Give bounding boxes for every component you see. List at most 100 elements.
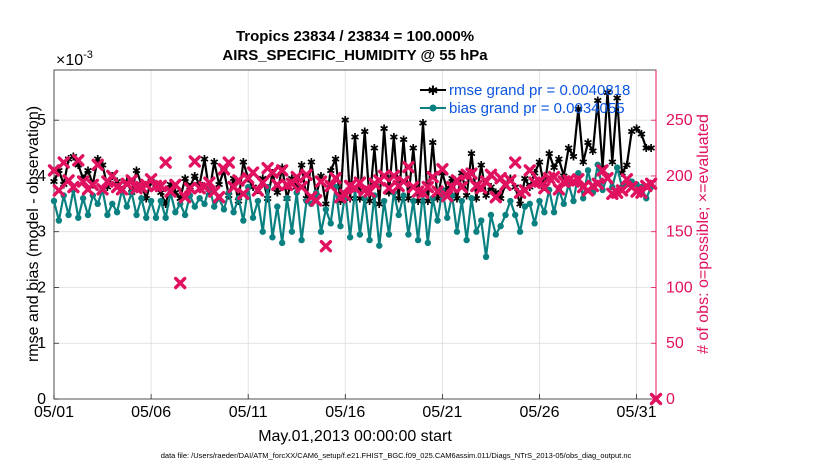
data-point: ✱ xyxy=(370,142,379,155)
x-axis: 05/01 05/06 05/11 05/16 05/21 05/26 05/31 xyxy=(34,394,657,421)
data-point xyxy=(113,208,121,216)
data-point: ✱ xyxy=(438,167,447,180)
data-point xyxy=(329,171,342,185)
y-exponent-base: ×10 xyxy=(56,52,83,69)
data-point xyxy=(387,169,401,183)
data-point: ✱ xyxy=(210,156,219,169)
data-point: ✱ xyxy=(132,164,141,177)
data-point: ✱ xyxy=(574,103,583,116)
data-point: ✱ xyxy=(341,114,350,127)
data-point xyxy=(473,228,480,235)
data-point xyxy=(436,163,449,176)
data-point xyxy=(526,200,533,208)
data-point xyxy=(455,180,469,194)
data-point: ✱ xyxy=(316,170,325,183)
data-point xyxy=(502,211,509,219)
data-point xyxy=(91,158,104,171)
data-point xyxy=(424,239,432,247)
data-point xyxy=(249,214,257,221)
data-point xyxy=(402,160,415,174)
data-point: ✱ xyxy=(418,117,427,130)
data-point: ✱ xyxy=(214,178,223,191)
data-point xyxy=(487,211,495,219)
data-point: ✱ xyxy=(414,195,423,208)
data-point: ✱ xyxy=(171,187,180,200)
data-point xyxy=(463,236,470,244)
y-tick-label-right: 150 xyxy=(666,224,693,241)
series-layer: ✱✱✱✱✱✱✱✱✱✱✱✱✱✱ ✱✱✱✱✱✱✱✱✱✱✱✱✱✱✱✱✱✱✱✱✱✱✱✱✱✱… xyxy=(47,86,663,406)
data-point: ✱ xyxy=(326,164,335,177)
data-point xyxy=(237,187,250,200)
data-point: ✱ xyxy=(399,134,408,147)
legend-rmse-label: rmse grand pr = 0.0040818 xyxy=(449,82,630,99)
data-point xyxy=(55,217,63,224)
data-point xyxy=(382,182,396,195)
data-point xyxy=(560,200,567,208)
data-point xyxy=(337,222,344,230)
data-point: ✱ xyxy=(549,162,558,175)
data-point xyxy=(300,168,313,182)
data-point xyxy=(271,178,284,192)
data-point xyxy=(458,197,466,205)
data-point xyxy=(178,190,192,204)
data-point: ✱ xyxy=(229,173,238,186)
data-point xyxy=(157,197,165,205)
data-point: ✱ xyxy=(554,153,563,166)
data-point xyxy=(283,195,291,202)
data-point xyxy=(254,197,262,205)
data-point: ✱ xyxy=(462,189,471,202)
series-line xyxy=(52,163,653,258)
data-point: ✱ xyxy=(447,173,456,186)
data-point xyxy=(314,175,328,188)
data-point xyxy=(596,164,609,177)
data-point xyxy=(414,236,422,244)
data-point: ✱ xyxy=(608,156,617,169)
data-point xyxy=(246,166,260,179)
data-point xyxy=(601,171,614,185)
data-point xyxy=(230,208,237,216)
data-point xyxy=(309,194,323,207)
data-point: ✱ xyxy=(627,125,636,138)
x-tick-label: 05/21 xyxy=(422,404,462,421)
data-point xyxy=(613,164,621,171)
data-point: ✱ xyxy=(176,192,185,205)
data-point: ✱ xyxy=(515,198,524,211)
data-point xyxy=(75,214,82,221)
data-point: ✱ xyxy=(273,187,282,200)
data-point: ✱ xyxy=(190,170,199,183)
data-point xyxy=(575,169,582,177)
left-axis: 0 1 2 3 4 5 xyxy=(37,112,59,408)
data-point xyxy=(84,211,92,219)
data-point xyxy=(203,176,216,189)
data-point: ✱ xyxy=(103,181,112,194)
data-point xyxy=(125,174,138,187)
data-point: ✱ xyxy=(161,198,170,211)
data-point: ✱ xyxy=(355,192,364,205)
data-point xyxy=(162,214,169,221)
data-point: ✱ xyxy=(467,148,476,161)
data-point xyxy=(465,167,478,180)
data-point xyxy=(295,180,308,194)
data-point xyxy=(79,195,87,202)
data-point xyxy=(444,214,451,221)
data-point: ✱ xyxy=(409,142,418,155)
data-point: ✱ xyxy=(180,173,189,186)
data-point xyxy=(570,197,577,205)
data-point xyxy=(251,184,265,197)
data-point xyxy=(188,155,201,168)
chart-subtitle: AIRS_SPECIFIC_HUMIDITY @ 55 hPa xyxy=(222,47,488,64)
data-point: ✱ xyxy=(166,178,175,191)
data-point xyxy=(385,231,393,238)
y-tick-label: 4 xyxy=(37,168,46,185)
data-point: ✱ xyxy=(380,123,389,136)
data-point xyxy=(324,179,337,193)
data-point: ✱ xyxy=(389,131,398,144)
data-point xyxy=(550,208,558,216)
y-tick-label-right: 200 xyxy=(666,168,693,185)
y-exponent-power: -3 xyxy=(83,49,93,61)
y-tick-label: 1 xyxy=(37,335,46,352)
data-point: ✱ xyxy=(535,156,544,169)
data-point xyxy=(523,164,536,177)
data-point xyxy=(518,184,532,197)
